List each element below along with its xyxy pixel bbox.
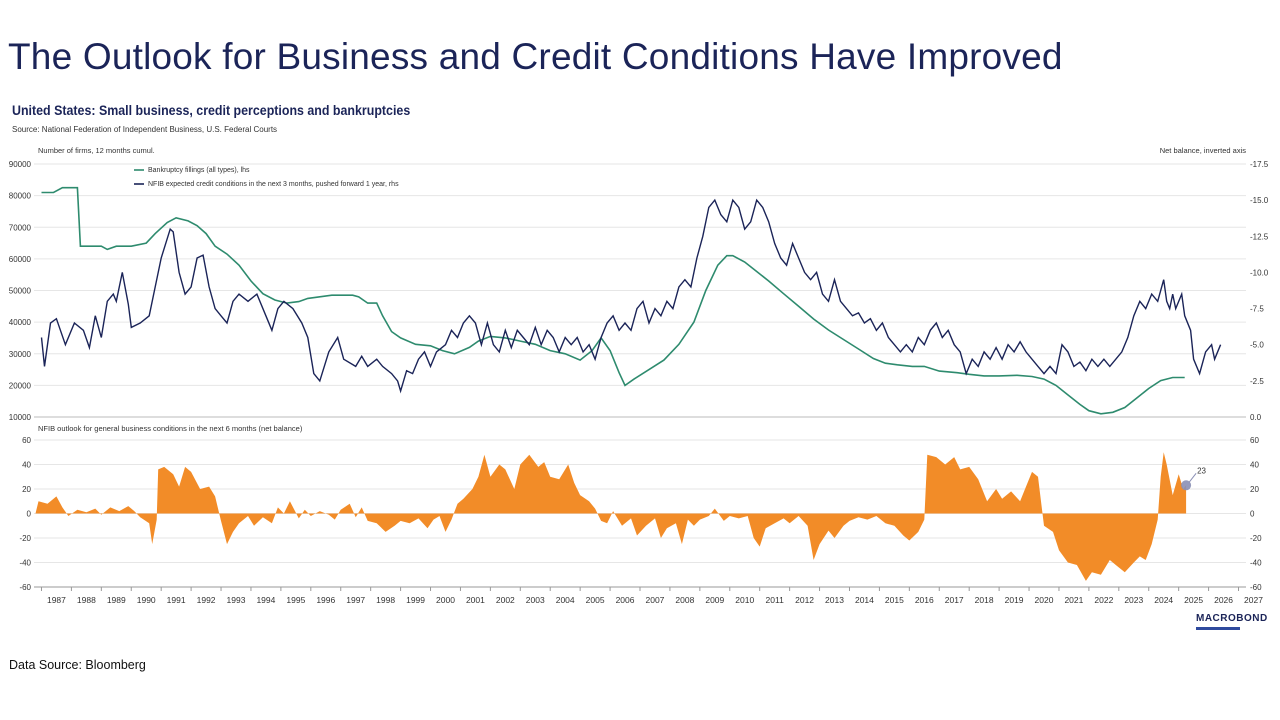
- outlook-area-series: [35, 452, 1187, 581]
- x-tick-label: 2027: [1244, 595, 1263, 605]
- legend-credit-conditions: NFIB expected credit conditions in the n…: [148, 181, 399, 188]
- x-tick-label: 2021: [1064, 595, 1083, 605]
- macrobond-logo-bar: [1196, 627, 1240, 630]
- x-tick-label: 2010: [735, 595, 754, 605]
- slide-title: The Outlook for Business and Credit Cond…: [8, 36, 1063, 77]
- left-tick-label: 90000: [9, 160, 32, 169]
- x-tick-label: 2015: [885, 595, 904, 605]
- x-tick-label: 1990: [137, 595, 156, 605]
- bottom-left-tick-label: -60: [19, 583, 31, 592]
- right-tick-label: -10.0: [1250, 268, 1269, 277]
- x-tick-label: 1992: [197, 595, 216, 605]
- macrobond-logo: MACROBOND: [1196, 613, 1268, 624]
- x-tick-label: 2006: [616, 595, 635, 605]
- last-value-marker: [1181, 480, 1192, 491]
- x-tick-label: 1989: [107, 595, 126, 605]
- x-tick-label: 2016: [915, 595, 934, 605]
- y-axes: 9000080000700006000050000400003000020000…: [9, 160, 1269, 592]
- x-tick-label: 1988: [77, 595, 96, 605]
- left-tick-label: 80000: [9, 192, 32, 201]
- right-tick-label: -7.5: [1250, 305, 1264, 314]
- left-tick-label: 70000: [9, 223, 32, 232]
- x-tick-label: 2014: [855, 595, 874, 605]
- x-tick-label: 2020: [1035, 595, 1054, 605]
- x-tick-label: 2013: [825, 595, 844, 605]
- last-value-label: 23: [1197, 466, 1206, 475]
- x-tick-label: 2001: [466, 595, 485, 605]
- x-tick-label: 1996: [316, 595, 335, 605]
- x-tick-label: 2008: [675, 595, 694, 605]
- x-tick-label: 2000: [436, 595, 455, 605]
- x-tick-label: 2012: [795, 595, 814, 605]
- x-tick-label: 2005: [586, 595, 605, 605]
- x-tick-label: 1999: [406, 595, 425, 605]
- x-tick-label: 1994: [256, 595, 275, 605]
- x-tick-label: 1998: [376, 595, 395, 605]
- bottom-left-tick-label: 20: [22, 485, 31, 494]
- chart-title: United States: Small business, credit pe…: [12, 103, 411, 118]
- x-tick-label: 1997: [346, 595, 365, 605]
- left-tick-label: 30000: [9, 350, 32, 359]
- left-tick-label: 10000: [9, 413, 32, 422]
- bottom-left-tick-label: 0: [27, 510, 32, 519]
- x-tick-label: 2017: [945, 595, 964, 605]
- left-tick-label: 50000: [9, 287, 32, 296]
- legend-bankruptcy: Bankruptcy fillings (all types), lhs: [148, 167, 250, 174]
- x-tick-label: 1993: [227, 595, 246, 605]
- bankruptcy-line-series: [41, 186, 1185, 415]
- left-tick-label: 20000: [9, 381, 32, 390]
- right-tick-label: 0.0: [1250, 413, 1262, 422]
- bottom-right-tick-label: 40: [1250, 461, 1259, 470]
- data-source-footer: Data Source: Bloomberg: [9, 658, 146, 672]
- x-tick-label: 2002: [496, 595, 515, 605]
- chart-source: Source: National Federation of Independe…: [12, 125, 278, 134]
- bottom-right-tick-label: -20: [1250, 534, 1262, 543]
- right-tick-label: -5.0: [1250, 341, 1264, 350]
- x-tick-label: 2011: [766, 595, 785, 605]
- x-tick-label: 2023: [1124, 595, 1143, 605]
- left-axis-label: Number of firms, 12 months cumul.: [38, 146, 155, 155]
- bottom-right-tick-label: -60: [1250, 583, 1262, 592]
- bottom-left-tick-label: 40: [22, 461, 31, 470]
- x-tick-label: 1991: [167, 595, 186, 605]
- right-tick-label: -17.5: [1250, 160, 1269, 169]
- right-tick-label: -2.5: [1250, 377, 1264, 386]
- right-axis-label: Net balance, inverted axis: [1160, 146, 1247, 155]
- top-gridlines: [34, 163, 1246, 418]
- bottom-right-tick-label: 20: [1250, 485, 1259, 494]
- x-tick-label: 2026: [1214, 595, 1233, 605]
- left-tick-label: 60000: [9, 255, 32, 264]
- x-tick-label: 2018: [975, 595, 994, 605]
- bottom-right-tick-label: -40: [1250, 559, 1262, 568]
- x-tick-label: 2004: [556, 595, 575, 605]
- x-tick-label: 2022: [1094, 595, 1113, 605]
- bottom-chart-title: NFIB outlook for general business condit…: [38, 424, 303, 433]
- x-tick-label: 2019: [1005, 595, 1024, 605]
- x-tick-label: 2024: [1154, 595, 1173, 605]
- x-tick-label: 1987: [47, 595, 66, 605]
- bottom-left-tick-label: -20: [19, 534, 31, 543]
- right-tick-label: -12.5: [1250, 232, 1269, 241]
- x-tick-label: 2009: [705, 595, 724, 605]
- left-tick-label: 40000: [9, 318, 32, 327]
- last-value-leader: [1188, 472, 1197, 483]
- x-tick-label: 2007: [646, 595, 665, 605]
- x-tick-label: 2025: [1184, 595, 1203, 605]
- bottom-right-tick-label: 0: [1250, 510, 1255, 519]
- bottom-left-tick-label: 60: [22, 436, 31, 445]
- x-axis: 1987 1988 1989 1990 1991 1992 1993 1994 1995 1996…: [34, 586, 1263, 605]
- x-tick-label: 2003: [526, 595, 545, 605]
- credit-conditions-line-series: [40, 198, 1222, 394]
- bottom-right-tick-label: 60: [1250, 436, 1259, 445]
- x-tick-label: 1995: [286, 595, 305, 605]
- bottom-left-tick-label: -40: [19, 559, 31, 568]
- right-tick-label: -15.0: [1250, 196, 1269, 205]
